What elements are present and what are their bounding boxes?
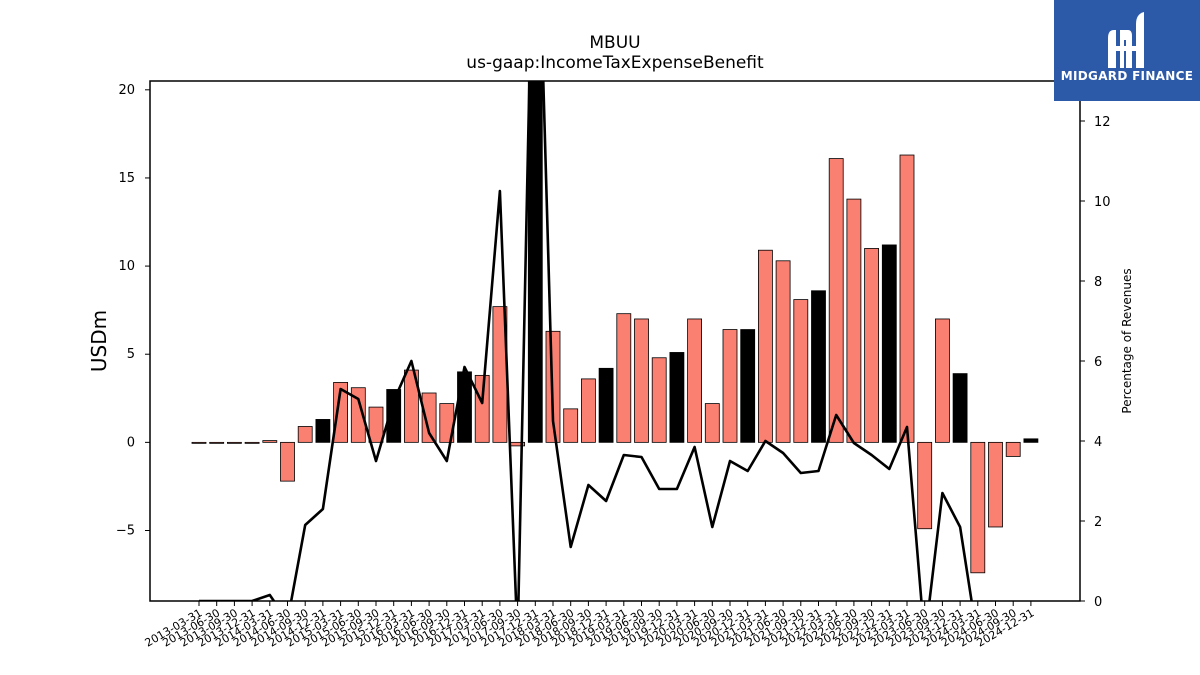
bar-2023-09-30 xyxy=(935,318,950,443)
y2-tick-label: 6 xyxy=(1094,355,1102,370)
bar-2014-09-30 xyxy=(297,426,313,443)
bar-2023-06-30 xyxy=(917,441,933,530)
y2-tick-label: 4 xyxy=(1094,435,1102,450)
bar-2015-09-30 xyxy=(368,406,384,443)
bar-2019-06-30 xyxy=(634,318,649,443)
y2-tick-label: 8 xyxy=(1094,275,1102,290)
bar-2015-06-30 xyxy=(350,387,366,443)
y-axis-left: −5 0 5 10 15 20 xyxy=(116,83,150,538)
bar-2014-12-31 xyxy=(315,419,331,443)
bar-2017-12-31 xyxy=(527,81,543,443)
bar-2020-03-31 xyxy=(687,318,702,443)
chart-title: MBUU xyxy=(589,33,640,53)
bar-2019-09-30 xyxy=(651,357,667,443)
bar-2018-12-31 xyxy=(598,367,614,443)
midgard-logo-icon xyxy=(1108,12,1144,68)
y2-tick-label: 12 xyxy=(1094,115,1111,130)
y-axis-label: USDm xyxy=(87,310,111,372)
line-series xyxy=(199,81,973,601)
y-axis-right: 0 2 4 6 8 10 12 xyxy=(1080,115,1111,610)
bar-2021-03-31 xyxy=(758,249,773,443)
logo: MIDGARD FINANCE xyxy=(1054,0,1200,101)
bar-2024-09-30 xyxy=(1005,441,1021,457)
bar-2020-06-30 xyxy=(704,403,720,443)
bar-2015-12-31 xyxy=(386,389,402,443)
y-tick-label: 20 xyxy=(118,83,135,98)
bar-2021-06-30 xyxy=(775,260,791,443)
bar-2016-12-31 xyxy=(457,371,472,443)
bar-2019-03-31 xyxy=(616,313,632,443)
bar-2014-03-31 xyxy=(262,440,278,443)
y2-axis-label: Percentage of Revenues xyxy=(1120,268,1134,413)
y-tick-label: 15 xyxy=(118,171,135,186)
bar-2013-06-30 xyxy=(209,441,225,444)
bar-2018-06-30 xyxy=(563,408,579,443)
chart-subtitle: us-gaap:IncomeTaxExpenseBenefit xyxy=(466,53,764,73)
bar-2021-12-31 xyxy=(811,290,826,443)
bar-2022-03-31 xyxy=(828,158,844,443)
bar-2024-06-30 xyxy=(988,441,1003,528)
plot-frame xyxy=(149,80,1081,602)
y-tick-label: 10 xyxy=(118,259,135,274)
bar-2016-03-31 xyxy=(403,369,419,443)
bar-2023-12-31 xyxy=(952,373,968,443)
y-tick-label: 5 xyxy=(127,347,135,362)
bar-2013-12-31 xyxy=(244,441,260,444)
bar-2015-03-31 xyxy=(333,382,349,443)
x-axis: 2013-03-312013-06-302013-09-302013-12-31… xyxy=(143,601,1036,650)
y2-tick-label: 2 xyxy=(1094,515,1102,530)
bar-2022-06-30 xyxy=(846,198,862,443)
bar-2014-06-30 xyxy=(280,441,295,482)
y-tick-label: 0 xyxy=(127,435,135,450)
bar-2024-03-31 xyxy=(970,441,986,574)
y2-tick-label: 10 xyxy=(1094,195,1111,210)
logo-text: MIDGARD FINANCE xyxy=(1060,69,1194,83)
bar-2016-06-30 xyxy=(421,392,437,443)
bar-2020-09-30 xyxy=(722,329,738,443)
bar-2022-09-30 xyxy=(864,248,879,443)
line-segment-0 xyxy=(199,81,973,601)
bar-2013-09-30 xyxy=(226,441,242,444)
bar-2023-03-31 xyxy=(899,154,915,443)
bar-2020-12-31 xyxy=(740,329,756,443)
bar-2024-12-31 xyxy=(1023,438,1039,443)
bars xyxy=(191,81,1039,574)
bar-2017-03-31 xyxy=(474,374,490,443)
y-tick-label: −5 xyxy=(116,523,135,538)
bar-2022-12-31 xyxy=(881,244,897,443)
bar-2021-09-30 xyxy=(793,299,809,443)
y2-tick-label: 0 xyxy=(1094,595,1102,610)
bar-2013-03-31 xyxy=(191,441,207,444)
bar-2019-12-31 xyxy=(669,352,685,443)
bar-2018-09-30 xyxy=(581,378,596,443)
